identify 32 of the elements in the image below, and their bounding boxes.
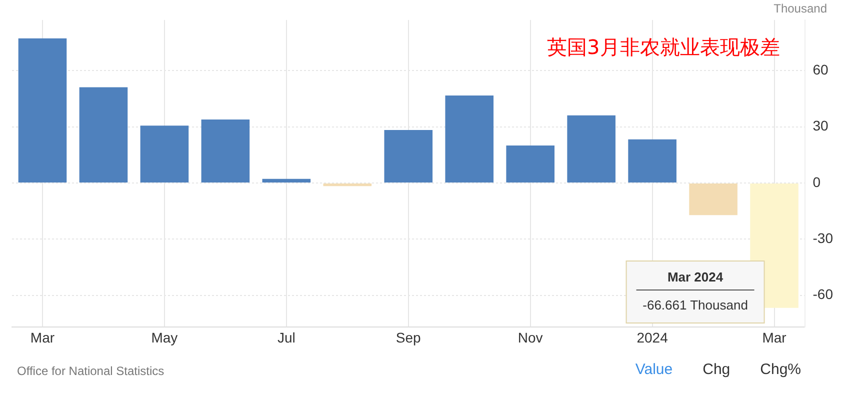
bar [506,146,554,182]
x-tick-label: Mar [762,329,787,346]
x-tick-label: May [151,329,178,346]
y-tick-label: 0 [812,174,821,190]
y-tick-label: 60 [812,61,829,78]
annotation: Mar 2024 [667,270,724,285]
x-tick-label: Mar [30,329,55,346]
bar [567,115,616,182]
bar [262,178,311,182]
annotation: -66.661 Thousand [642,298,748,313]
text: Value [635,361,673,378]
bar [445,95,494,182]
text: 英国3月非农就业表现极差 [547,35,780,60]
y-tick-label: -60 [812,286,834,302]
x-tick-label: 2024 [636,329,668,346]
bar [323,183,372,186]
text: Office for National Statistics [17,364,164,378]
x-tick-label: Sep [396,329,422,346]
y-axis-title: Thousand [774,1,827,16]
bar [384,130,433,182]
y-tick-label: 30 [812,118,829,134]
y-tick-label: -30 [812,230,834,246]
bar [140,126,189,182]
bar [689,183,738,216]
bar [628,139,676,182]
text: Chg [702,361,730,378]
text: Chg% [760,361,801,378]
bar [79,87,128,182]
x-tick-label: Nov [518,329,543,346]
x-tick-label: Jul [277,329,296,346]
bar [201,119,250,182]
bar [18,38,67,182]
